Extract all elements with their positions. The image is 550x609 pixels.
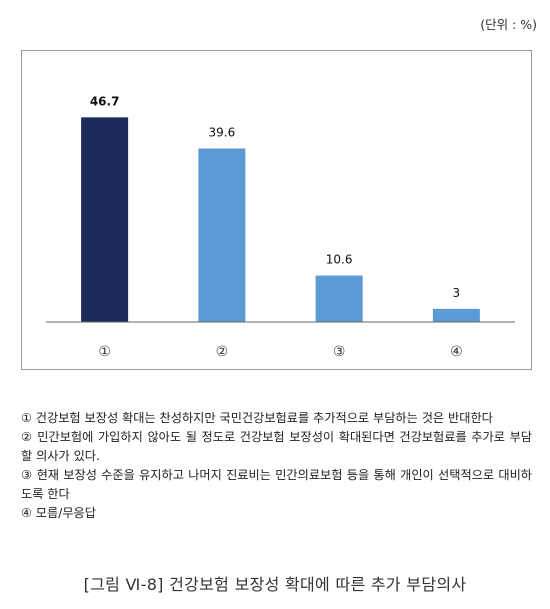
note-3: ③ 현재 보장성 수준을 유지하고 나머지 진료비는 민간의료보험 등을 통해 … — [21, 468, 532, 501]
legend-notes: ① 건강보험 보장성 확대는 찬성하지만 국민건강보험료를 추가적으로 부담하는… — [21, 409, 532, 523]
bar-chart: 46.7 ① 39.6 ② 10.6 ③ 3 ④ — [46, 94, 515, 360]
note-4: ④ 모름/무응답 — [21, 506, 96, 520]
unit-label: (단위 : %) — [480, 17, 537, 32]
data-label-4: 3 — [453, 286, 461, 300]
x-tick-label-4: ④ — [450, 344, 463, 360]
bar-3 — [315, 275, 363, 322]
x-tick-label-3: ③ — [333, 344, 346, 360]
figure-caption: [그림 Ⅵ-8] 건강보험 보장성 확대에 따른 추가 부담의사 — [83, 575, 467, 594]
note-2: ② 민간보험에 가입하지 않아도 될 정도로 건강보험 보장성이 확대된다면 건… — [21, 430, 532, 463]
bar-4 — [432, 308, 480, 322]
bar-2 — [198, 148, 246, 322]
x-tick-label-1: ① — [98, 344, 111, 360]
data-label-3: 10.6 — [326, 253, 353, 267]
bar-1 — [81, 117, 129, 323]
x-tick-label-2: ② — [216, 344, 229, 360]
chart-frame: 46.7 ① 39.6 ② 10.6 ③ 3 ④ — [21, 50, 532, 370]
data-label-2: 39.6 — [209, 125, 236, 139]
data-label-1: 46.7 — [90, 94, 120, 108]
note-1: ① 건강보험 보장성 확대는 찬성하지만 국민건강보험료를 추가적으로 부담하는… — [21, 411, 493, 425]
